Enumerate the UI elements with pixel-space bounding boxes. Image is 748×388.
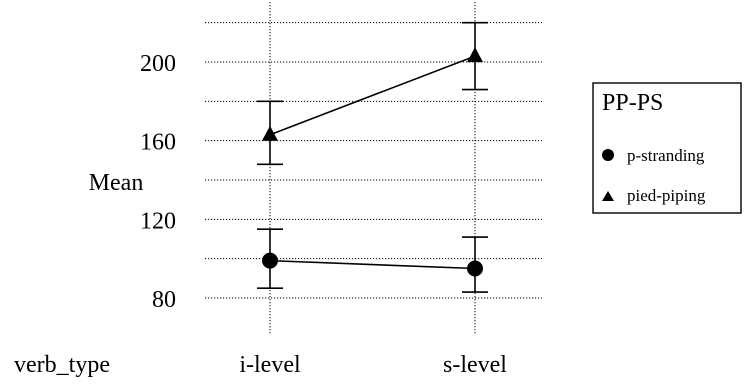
x-axis-categories: i-level s-level bbox=[239, 352, 507, 378]
legend-box bbox=[592, 82, 742, 214]
y-tick-label: 80 bbox=[152, 287, 176, 313]
data-point-triangle bbox=[467, 47, 483, 63]
data-point-circle bbox=[467, 260, 483, 277]
series-layer bbox=[257, 21, 488, 293]
gridlines bbox=[205, 2, 542, 334]
y-axis-label: Mean bbox=[89, 170, 144, 196]
x-category-label: s-level bbox=[443, 352, 507, 378]
data-point-circle bbox=[262, 252, 278, 269]
series-pied-piping bbox=[257, 21, 488, 166]
y-axis-ticks: 80 120 160 200 bbox=[140, 51, 176, 313]
y-tick-label: 200 bbox=[140, 51, 176, 77]
series-line bbox=[269, 259, 476, 270]
series-line bbox=[269, 55, 476, 136]
y-tick-label: 160 bbox=[140, 130, 176, 156]
legend-circle-icon bbox=[602, 149, 614, 161]
legend-label-pied-piping: pied-piping bbox=[627, 186, 706, 205]
data-point-triangle bbox=[262, 125, 278, 141]
legend-title: PP-PS bbox=[602, 90, 663, 116]
series-p-stranding bbox=[257, 228, 488, 293]
legend: PP-PS p-stranding pied-piping bbox=[592, 82, 742, 214]
y-tick-label: 120 bbox=[140, 208, 176, 234]
legend-label-p-stranding: p-stranding bbox=[627, 146, 705, 165]
legend-triangle-icon bbox=[602, 191, 614, 201]
x-axis-label: verb_type bbox=[14, 352, 110, 378]
x-category-label: i-level bbox=[239, 352, 301, 378]
